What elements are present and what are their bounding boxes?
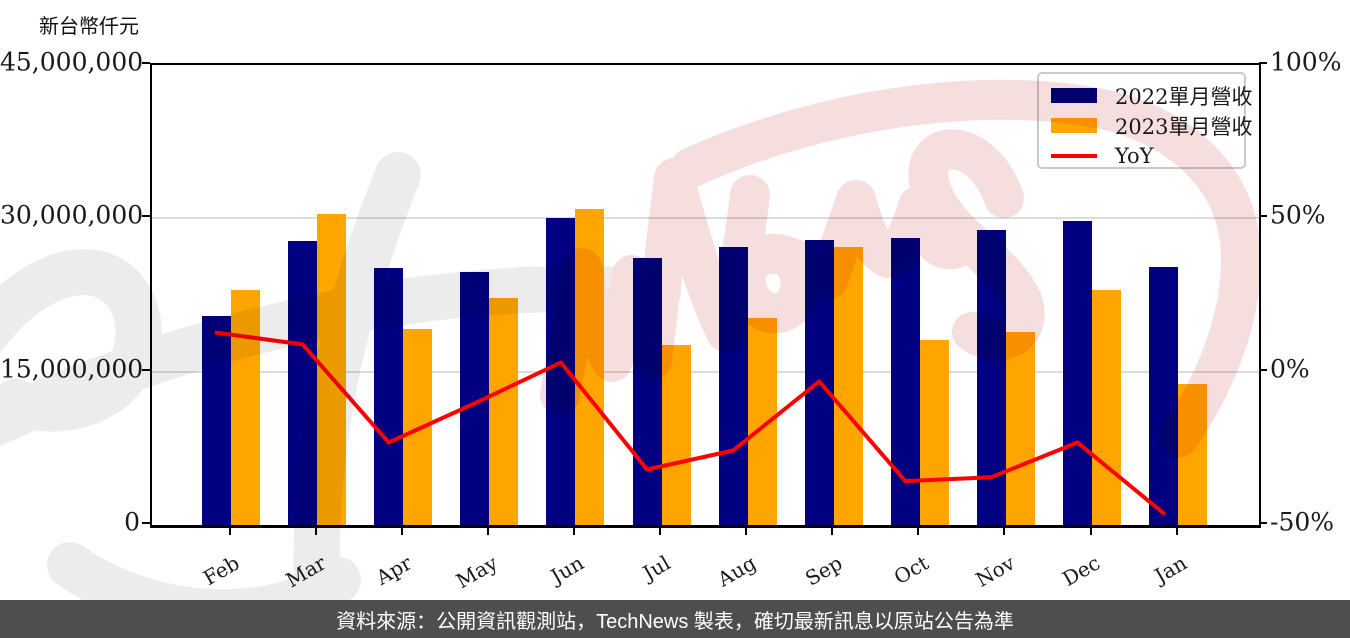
x-axis-tickmark bbox=[228, 526, 231, 535]
right-axis-tick-label: 50% bbox=[1270, 200, 1326, 230]
x-axis-tickmark bbox=[917, 526, 920, 535]
x-axis-month-label: Sep bbox=[800, 550, 847, 591]
x-axis-tickmark bbox=[745, 526, 748, 535]
legend-label: 2022單月營收 bbox=[1115, 84, 1253, 109]
left-axis-tick-label: 30,000,000 bbox=[0, 200, 144, 230]
x-axis-month-label: Jul bbox=[638, 550, 674, 586]
x-axis-tickmark bbox=[400, 526, 403, 535]
left-axis-unit-label: 新台幣仟元 bbox=[39, 14, 139, 38]
x-axis-month-label: Dec bbox=[1058, 550, 1105, 591]
legend-swatch-2023-bar bbox=[1051, 118, 1097, 133]
legend-label: 2023單月營收 bbox=[1115, 114, 1253, 139]
legend-swatch-yoy-line bbox=[1051, 153, 1097, 158]
x-axis-tickmark bbox=[1003, 526, 1006, 535]
x-axis-month-label: May bbox=[451, 550, 502, 594]
x-axis-tickmark bbox=[314, 526, 317, 535]
right-axis-tick-label: -50% bbox=[1270, 507, 1335, 537]
x-axis-tickmark bbox=[659, 526, 661, 535]
left-axis-tickmark bbox=[142, 215, 150, 218]
x-axis-month-label: Jan bbox=[1150, 550, 1191, 588]
right-axis-tick-label: 100% bbox=[1270, 47, 1342, 77]
right-axis-tickmark bbox=[1259, 215, 1267, 218]
footer-source-text: 資料來源：公開資訊觀測站，TechNews 製表，確切最新訊息以原站公告為準 bbox=[336, 610, 1014, 633]
right-axis-tickmark bbox=[1259, 368, 1267, 371]
right-axis-tick-label: 0% bbox=[1270, 353, 1310, 383]
x-axis-month-label: Nov bbox=[971, 550, 1019, 592]
x-axis-month-label: Mar bbox=[281, 550, 330, 593]
x-axis-tickmark bbox=[572, 526, 575, 535]
left-axis-tick-label: 15,000,000 bbox=[0, 353, 144, 383]
legend: 2022單月營收 2023單月營收 YoY bbox=[1037, 72, 1252, 169]
left-axis-tick-label: 45,000,000 bbox=[0, 47, 144, 77]
right-axis-tickmark bbox=[1259, 62, 1267, 64]
left-axis-tickmark bbox=[142, 522, 150, 524]
left-axis-tickmark bbox=[142, 62, 150, 64]
x-axis-month-label: Aug bbox=[713, 550, 761, 592]
legend-item-2022: 2022單月營收 bbox=[1051, 82, 1252, 109]
footer-bar: 資料來源：公開資訊觀測站，TechNews 製表，確切最新訊息以原站公告為準 bbox=[0, 600, 1350, 638]
right-axis-tickmark bbox=[1259, 522, 1267, 524]
legend-item-2023: 2023單月營收 bbox=[1051, 112, 1252, 139]
yoy-line bbox=[214, 330, 1166, 516]
left-axis-tick-label: 0 bbox=[124, 507, 140, 537]
x-axis-month-label: Oct bbox=[889, 550, 933, 590]
x-axis-month-label: Feb bbox=[199, 550, 244, 591]
x-axis-month-label: Jun bbox=[546, 550, 588, 589]
x-axis-tickmark bbox=[831, 526, 834, 535]
legend-label: YoY bbox=[1115, 143, 1154, 168]
x-axis-tickmark bbox=[486, 526, 489, 535]
legend-swatch-2022-bar bbox=[1051, 88, 1097, 103]
left-axis-tickmark bbox=[142, 368, 150, 371]
x-axis-tickmark bbox=[1089, 526, 1092, 535]
x-axis-month-label: Apr bbox=[371, 550, 416, 590]
x-axis-tickmark bbox=[1175, 526, 1178, 535]
legend-item-yoy: YoY bbox=[1051, 142, 1244, 169]
